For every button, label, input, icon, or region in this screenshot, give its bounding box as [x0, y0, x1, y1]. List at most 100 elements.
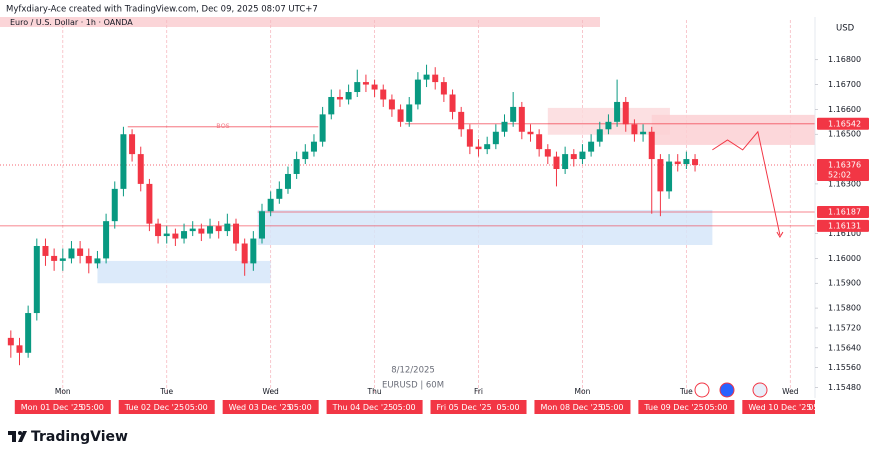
- x-tick-label: Mon: [575, 387, 591, 396]
- candle-body: [614, 101, 621, 122]
- candle-body: [692, 159, 699, 166]
- candle-body: [414, 79, 421, 105]
- candle-body: [406, 104, 413, 122]
- candle-body: [293, 159, 300, 174]
- time-label: 05:00: [289, 403, 312, 412]
- candle-body: [155, 223, 162, 237]
- x-tick-label: Mon: [55, 387, 71, 396]
- date-label: Mon 01 Dec '25: [21, 403, 84, 412]
- candle-body: [189, 228, 196, 232]
- candle-body: [336, 96, 343, 100]
- date-box: [118, 400, 215, 414]
- candle-body: [388, 99, 395, 110]
- candle-body: [172, 233, 179, 239]
- candle-body: [111, 188, 118, 222]
- candle-body: [59, 258, 66, 261]
- price-label: 1.16131: [828, 221, 861, 230]
- candle-body: [657, 159, 664, 192]
- icon: [694, 382, 710, 398]
- time-label: 05: [808, 403, 818, 412]
- date-label: Thu 04 Dec '25: [332, 403, 394, 412]
- axis-unit: USD: [836, 24, 855, 34]
- candle-body: [241, 243, 248, 264]
- candle-body: [85, 255, 92, 264]
- x-tick-label: Wed: [782, 387, 799, 396]
- candle-body: [631, 124, 638, 135]
- date-label: Tue 09 Dec '25: [643, 403, 703, 412]
- candle-body: [33, 245, 40, 314]
- candle-body: [579, 151, 586, 160]
- candle-body: [544, 149, 551, 157]
- candle-body: [640, 131, 647, 135]
- time-label: 05:00: [600, 403, 623, 412]
- zone: [97, 260, 271, 284]
- candle-body: [518, 106, 525, 132]
- candle-body: [68, 248, 75, 259]
- candle-body: [596, 129, 603, 142]
- date-box: [742, 400, 839, 414]
- y-tick-label: 1.15720: [828, 323, 861, 332]
- icon: [719, 382, 735, 398]
- y-tick-label: 1.15900: [828, 279, 861, 288]
- candle-body: [380, 89, 387, 100]
- candle-body: [440, 82, 447, 95]
- level-label: BOS: [216, 122, 230, 130]
- candle-body: [129, 134, 136, 155]
- y-tick-label: 1.15800: [828, 304, 861, 313]
- y-tick-label: 1.16100: [828, 229, 861, 238]
- candle-body: [198, 228, 205, 234]
- candle-body: [501, 121, 508, 132]
- projection-path: [712, 130, 781, 236]
- candle-body: [163, 233, 170, 237]
- candle-body: [423, 74, 430, 80]
- date-label: Tue 02 Dec '25: [124, 403, 184, 412]
- x-tick-label: Tue: [679, 387, 693, 396]
- brand: TradingView: [31, 429, 128, 445]
- candle-body: [458, 111, 465, 130]
- candle-body: [94, 258, 101, 264]
- candle-body: [432, 74, 439, 83]
- candle-body: [276, 188, 283, 199]
- date-box: [14, 400, 111, 414]
- candle-body: [233, 223, 240, 244]
- candle-body: [302, 151, 309, 160]
- candle-body: [622, 101, 629, 125]
- candle-body: [510, 106, 517, 122]
- candle-body: [527, 131, 534, 135]
- watermark-date: 8/12/2025: [391, 366, 435, 376]
- date-label: Wed 03 Dec '25: [229, 403, 292, 412]
- candle-body: [536, 134, 543, 150]
- x-tick-label: Tue: [159, 387, 173, 396]
- candle-body: [570, 154, 577, 160]
- x-tick-label: Fri: [474, 387, 483, 396]
- y-tick-label: 1.16800: [828, 55, 861, 64]
- projection-arrow: [776, 231, 784, 239]
- countdown: 52:02: [828, 171, 851, 180]
- price-label-box: [817, 219, 869, 232]
- candle-body: [345, 92, 352, 100]
- brand-logo: [8, 431, 27, 442]
- title-highlight: [0, 17, 600, 27]
- date-box: [430, 400, 527, 414]
- price-label-box: [817, 205, 869, 218]
- candle-body: [103, 221, 110, 259]
- icon: [752, 382, 768, 398]
- candle-body: [120, 134, 127, 189]
- candle-body: [466, 129, 473, 147]
- time-label: 05:00: [81, 403, 104, 412]
- y-tick-label: 1.16600: [828, 105, 861, 114]
- candle-body: [362, 82, 369, 85]
- time-label: 05:00: [497, 403, 520, 412]
- price-label-box: [817, 159, 869, 182]
- candle-body: [137, 154, 144, 184]
- candle-body: [397, 109, 404, 122]
- candle-body: [674, 161, 681, 165]
- candle-body: [371, 84, 378, 90]
- price-label: 1.16542: [828, 119, 861, 128]
- candle-body: [605, 121, 612, 130]
- time-label: 05:00: [393, 403, 416, 412]
- zone: [651, 114, 815, 145]
- logo-mark: [8, 431, 27, 442]
